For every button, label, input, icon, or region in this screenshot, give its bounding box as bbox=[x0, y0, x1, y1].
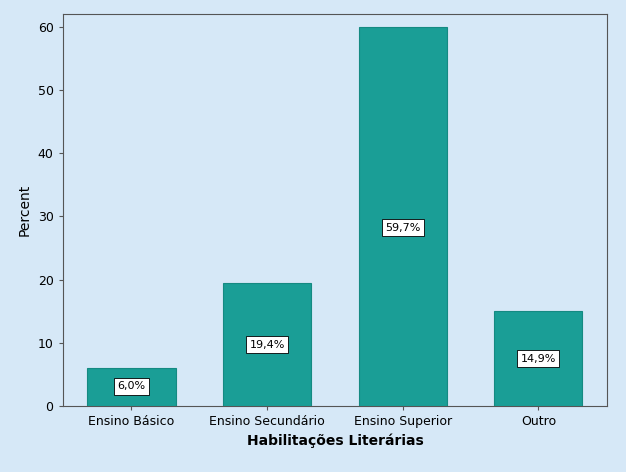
Bar bbox=[359, 27, 447, 406]
Y-axis label: Percent: Percent bbox=[18, 184, 32, 236]
Bar bbox=[88, 368, 175, 406]
Text: 6,0%: 6,0% bbox=[118, 381, 145, 391]
X-axis label: Habilitações Literárias: Habilitações Literárias bbox=[247, 433, 423, 448]
Bar bbox=[495, 311, 582, 406]
Text: 19,4%: 19,4% bbox=[249, 340, 285, 350]
Bar bbox=[223, 283, 311, 406]
Text: 14,9%: 14,9% bbox=[521, 354, 556, 363]
Text: 59,7%: 59,7% bbox=[385, 223, 421, 233]
